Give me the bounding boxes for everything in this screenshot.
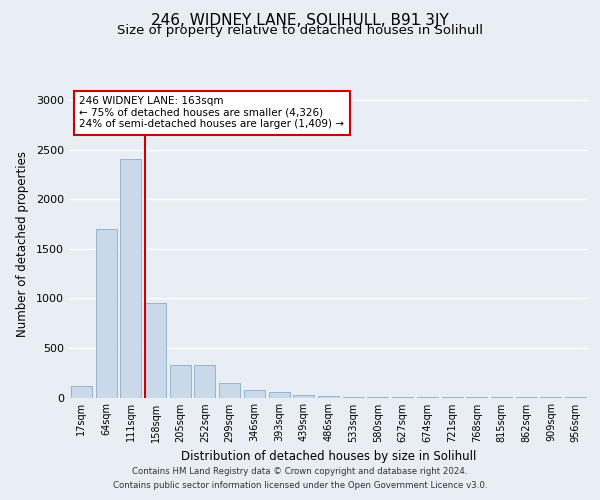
Bar [170,365,191,398]
Text: Size of property relative to detached houses in Solihull: Size of property relative to detached ho… [117,24,483,37]
Bar [318,396,339,398]
Bar [219,382,240,398]
Bar [367,396,388,398]
Bar [269,392,290,398]
Bar [244,390,265,398]
Text: 246 WIDNEY LANE: 163sqm
← 75% of detached houses are smaller (4,326)
24% of semi: 246 WIDNEY LANE: 163sqm ← 75% of detache… [79,96,344,130]
Text: 246, WIDNEY LANE, SOLIHULL, B91 3JY: 246, WIDNEY LANE, SOLIHULL, B91 3JY [151,12,449,28]
Bar [343,396,364,398]
Bar [194,365,215,398]
Bar [145,304,166,398]
Text: Contains public sector information licensed under the Open Government Licence v3: Contains public sector information licen… [113,481,487,490]
Bar [95,229,116,398]
Text: Contains HM Land Registry data © Crown copyright and database right 2024.: Contains HM Land Registry data © Crown c… [132,467,468,476]
Y-axis label: Number of detached properties: Number of detached properties [16,151,29,337]
Bar [293,394,314,398]
Bar [120,160,141,398]
Bar [71,386,92,398]
X-axis label: Distribution of detached houses by size in Solihull: Distribution of detached houses by size … [181,450,476,463]
